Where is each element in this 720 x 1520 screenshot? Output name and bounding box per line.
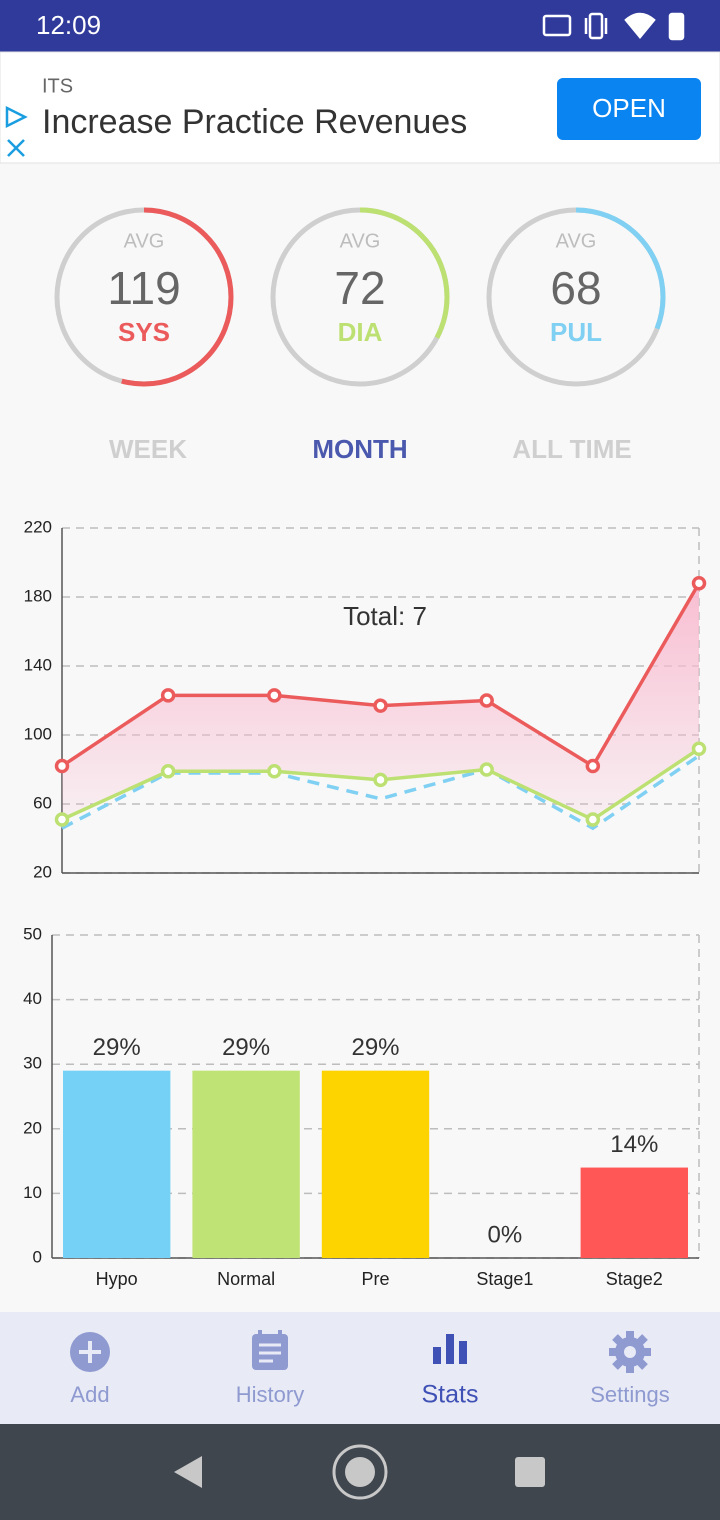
gauge-value: 72 [334, 262, 385, 314]
y-tick-label: 180 [24, 586, 52, 605]
ad-close-icon[interactable] [7, 139, 25, 157]
bottom-nav [0, 1312, 720, 1424]
status-bar [0, 0, 720, 52]
nav-icon-add[interactable] [70, 1332, 110, 1372]
data-point [54, 812, 70, 827]
bar [321, 1070, 430, 1258]
data-point [54, 758, 70, 774]
series-line [61, 754, 700, 831]
gauge-label: DIA [338, 317, 383, 347]
data-point [267, 763, 282, 779]
period-tab[interactable]: ALL TIME [512, 434, 631, 464]
ad-choices-icon[interactable] [5, 105, 28, 129]
ad-open-button[interactable] [557, 78, 701, 140]
chart-annotation: Total: 7 [343, 601, 427, 631]
x-tick-label: Normal [217, 1269, 275, 1289]
gauge-caption: AVG [340, 230, 381, 252]
gauge-value: 68 [550, 262, 601, 314]
data-point [373, 698, 388, 713]
data-point [160, 688, 176, 703]
nav-label[interactable]: Stats [422, 1381, 479, 1409]
data-point [585, 812, 601, 827]
y-tick-label: 30 [23, 1054, 42, 1073]
data-point [691, 575, 707, 591]
nav-label[interactable]: Settings [590, 1382, 670, 1407]
home-button[interactable] [332, 1444, 388, 1500]
data-point [160, 763, 176, 779]
x-tick-label: Hypo [96, 1269, 138, 1289]
y-tick-label: 100 [24, 724, 52, 743]
status-time: 12:09 [36, 10, 101, 40]
data-point [373, 772, 388, 788]
gauge-value: 119 [107, 262, 180, 314]
nav-label[interactable]: Add [70, 1382, 109, 1407]
y-tick-label: 50 [23, 924, 42, 943]
data-point [267, 688, 282, 703]
data-point [479, 693, 494, 708]
gauge-arc [486, 207, 666, 387]
nav-icon-history[interactable] [252, 1330, 288, 1370]
bar-value-label: 29% [93, 1034, 141, 1061]
gauge-label: PUL [550, 317, 602, 347]
ad-headline[interactable]: Increase Practice Revenues [42, 103, 467, 141]
x-tick-label: Stage1 [476, 1269, 533, 1289]
gauge-label: SYS [118, 317, 170, 347]
home-button-dot[interactable] [345, 1457, 375, 1487]
gauge-arc [270, 207, 450, 387]
nav-label[interactable]: History [236, 1382, 304, 1407]
gauge-caption: AVG [124, 230, 165, 252]
bar [580, 1167, 689, 1258]
bar-value-label: 0% [488, 1221, 523, 1248]
y-tick-label: 0 [33, 1247, 42, 1266]
x-tick-label: Pre [361, 1269, 389, 1289]
data-point [479, 762, 494, 777]
bar [62, 1070, 171, 1258]
recents-button[interactable] [515, 1457, 545, 1487]
period-tab[interactable]: MONTH [312, 434, 407, 464]
y-tick-label: 20 [33, 862, 52, 881]
bar-value-label: 14% [610, 1131, 658, 1158]
ad-advertiser: ITS [42, 75, 73, 97]
gauge-arc [54, 207, 234, 387]
nav-icon-settings[interactable] [609, 1331, 651, 1373]
bar-value-label: 29% [222, 1034, 270, 1061]
y-tick-label: 20 [23, 1118, 42, 1137]
y-tick-label: 140 [24, 655, 52, 674]
back-button[interactable] [174, 1456, 202, 1488]
y-tick-label: 220 [24, 517, 52, 536]
area-fill [62, 583, 699, 820]
data-point [691, 741, 707, 757]
period-tab[interactable]: WEEK [109, 434, 187, 464]
status-icons [542, 12, 685, 41]
data-point [585, 758, 601, 774]
bar [192, 1070, 300, 1258]
bar-value-label: 29% [351, 1034, 399, 1061]
ad-open-label[interactable]: OPEN [592, 93, 666, 123]
y-tick-label: 10 [23, 1183, 42, 1202]
y-tick-label: 60 [33, 793, 52, 812]
x-tick-label: Stage2 [606, 1269, 663, 1289]
y-tick-label: 40 [23, 989, 42, 1008]
gauge-caption: AVG [556, 230, 597, 252]
nav-icon-stats[interactable] [433, 1334, 467, 1364]
